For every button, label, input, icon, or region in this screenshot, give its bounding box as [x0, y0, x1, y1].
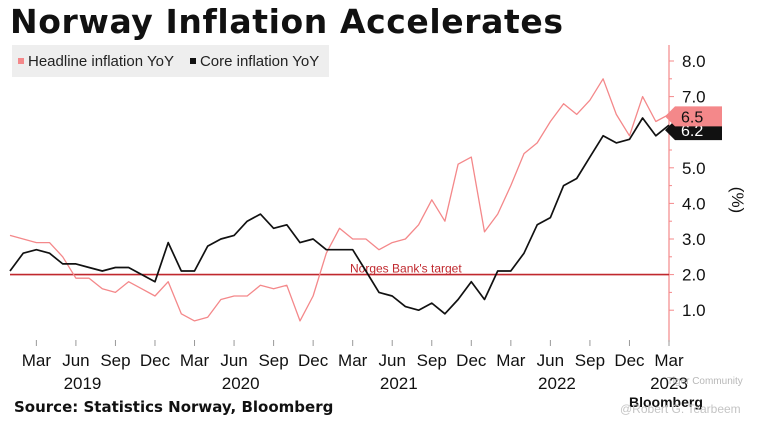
legend-item-headline[interactable]: Headline inflation YoY: [18, 53, 174, 70]
legend-item-core[interactable]: Core inflation YoY: [189, 52, 320, 70]
legend-swatch-core: [189, 58, 196, 64]
brand-logo-text: Bloomberg: [629, 394, 703, 410]
chart-title: Norway Inflation Accelerates: [10, 2, 564, 41]
target-line-label: Norges Bank's target: [350, 262, 462, 276]
last-value-label-headline: 6.5: [681, 109, 703, 126]
x-year-label: 2021: [380, 374, 418, 393]
x-year-label: 2023: [650, 374, 688, 393]
y-axis-label: (%): [728, 187, 747, 213]
x-tick-label: Jun: [62, 351, 89, 370]
x-tick-label: Dec: [456, 351, 487, 370]
x-tick-label: Sep: [258, 351, 288, 370]
series-line-headline: [9, 78, 670, 322]
last-value-label-core: 6.2: [681, 123, 703, 140]
chart-legend: Headline inflation YoY Core inflation Yo…: [12, 45, 330, 77]
x-year-label: 2020: [222, 374, 260, 393]
x-tick-label: Mar: [654, 351, 684, 370]
last-value-tag-headline: [665, 106, 722, 127]
legend-label-core: Core inflation YoY: [199, 52, 320, 70]
x-tick-label: Sep: [100, 351, 130, 370]
x-year-label: 2022: [538, 374, 576, 393]
x-tick-label: Jun: [537, 351, 564, 370]
series-line-core: [9, 117, 670, 315]
x-tick-label: Mar: [180, 351, 210, 370]
x-tick-label: Mar: [496, 351, 526, 370]
y-tick-label: 1.0: [682, 301, 706, 320]
x-year-label: 2019: [64, 374, 102, 393]
x-tick-label: Jun: [220, 351, 247, 370]
watermark-author: @Robert G. Tearbeem: [620, 402, 741, 416]
x-tick-label: Dec: [298, 351, 329, 370]
y-tick-label: 3.0: [682, 230, 706, 249]
y-tick-label: 7.0: [682, 88, 706, 107]
legend-swatch-headline: [18, 58, 24, 64]
x-tick-label: Dec: [140, 351, 171, 370]
x-tick-label: Jun: [379, 351, 406, 370]
y-tick-label: 4.0: [682, 194, 706, 213]
watermark-community: Tiger Community: [667, 376, 743, 387]
y-tick-label: 8.0: [682, 52, 706, 71]
x-tick-label: Sep: [417, 351, 447, 370]
x-tick-label: Sep: [575, 351, 605, 370]
source-note: Source: Statistics Norway, Bloomberg: [14, 398, 334, 416]
y-tick-label: 2.0: [682, 266, 706, 285]
x-tick-label: Mar: [22, 351, 52, 370]
x-tick-label: Mar: [338, 351, 368, 370]
x-tick-label: Dec: [614, 351, 645, 370]
y-tick-label: 5.0: [682, 159, 706, 178]
legend-label-headline: Headline inflation YoY: [28, 52, 174, 70]
